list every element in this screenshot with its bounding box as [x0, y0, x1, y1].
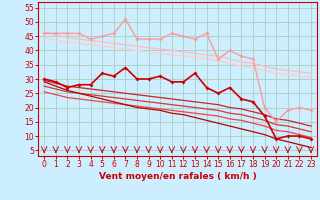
X-axis label: Vent moyen/en rafales ( km/h ): Vent moyen/en rafales ( km/h ) — [99, 172, 256, 181]
